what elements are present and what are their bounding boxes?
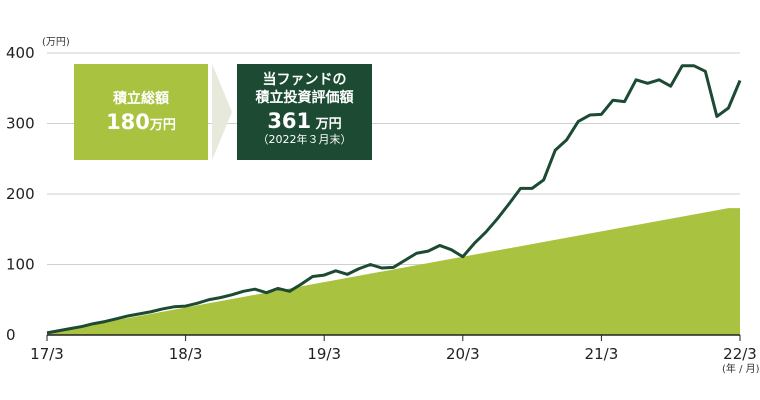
x-tick-label: 20/3 (446, 345, 480, 363)
x-tick-label: 19/3 (307, 345, 341, 363)
x-tick-label: 18/3 (169, 345, 203, 363)
x-tick-labels: 17/3 18/3 19/3 20/3 21/3 22/3 (30, 345, 757, 363)
axes (46, 334, 741, 341)
fund-value-box: 当ファンドの 積立投資評価額 361 万円 （2022年３月末） (237, 64, 372, 160)
fund-unit: 万円 (311, 117, 342, 132)
x-tick-label: 17/3 (30, 345, 64, 363)
x-tick-label: 21/3 (585, 345, 619, 363)
fund-value-line (46, 64, 742, 335)
y-tick-labels: 0 100 200 300 400 (6, 44, 35, 344)
cumulative-area-shape (47, 208, 740, 335)
y-tick-label: 0 (6, 326, 16, 344)
y-tick-label: 200 (6, 185, 35, 203)
fund-label-line1: 当ファンドの (262, 72, 347, 88)
cumulative-value: 180 (106, 110, 150, 134)
arrow-chevron-icon (212, 64, 232, 160)
fund-value: 361 (267, 109, 312, 133)
y-tick-label: 400 (6, 44, 35, 62)
cumulative-label: 積立総額 (113, 91, 169, 107)
x-unit-label: (年 / 月) (722, 362, 760, 375)
x-tick-label: 22/3 (723, 345, 757, 363)
cumulative-area (47, 208, 740, 335)
cumulative-unit: 万円 (149, 118, 176, 133)
cumulative-total-box: 積立総額 180万円 (74, 64, 208, 160)
y-unit-label: (万円) (42, 37, 70, 48)
y-tick-label: 100 (6, 256, 35, 274)
fund-value-polyline (46, 64, 742, 335)
fund-date: （2022年３月末） (257, 133, 352, 146)
y-tick-label: 300 (6, 115, 35, 133)
fund-label-line2: 積立投資評価額 (255, 90, 354, 106)
